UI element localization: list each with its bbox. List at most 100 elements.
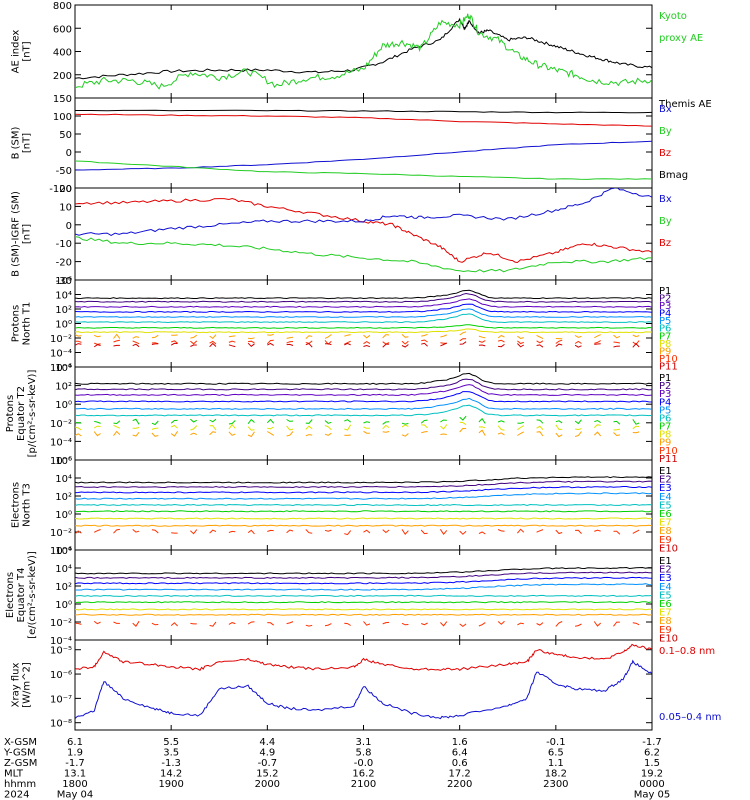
series-segment-p9 [93,334,101,338]
footer-value: 6.4 [452,748,468,759]
panel-data [75,643,652,720]
series-segment-p9 [344,334,351,337]
legend-entry: P2 [659,381,671,392]
series-segment-p7 [228,420,236,425]
series-line-p2 [75,292,652,303]
footer-value: 1900 [158,779,183,790]
series-segment-p9 [286,431,294,437]
series-segment-p9 [632,334,640,338]
footer-value: May 04 [57,790,94,800]
series-segment-p8 [575,428,582,431]
series-segment-e9 [363,529,371,534]
legend-entry: P4 [659,397,671,408]
series-line-kyoto-proxy-ae [75,13,652,90]
series-line-themis-ae [75,17,652,80]
series-segment-p11 [574,344,582,348]
y-axis-label: Xray flux [11,663,22,708]
y-tick-label: -100 [49,184,72,195]
series-segment-p10 [190,340,198,345]
panel-frame [74,549,653,641]
series-segment-p9 [132,431,140,437]
y-tick-label: 10⁻⁴ [50,349,72,360]
legend-entry: E4 [659,582,672,593]
series-segment-p7 [536,419,544,424]
series-segment-p9 [574,334,582,338]
legend-entry: E2 [659,475,672,486]
series-segment-p9 [497,334,505,339]
panel-data [75,566,652,628]
footer-value: May 05 [634,790,671,800]
series-segment-p10 [344,340,351,345]
series-segment-e9 [113,621,120,624]
series-line-p7 [75,324,652,329]
series-line-by [75,160,652,180]
footer-value: 6.2 [644,748,660,759]
series-segment-p9 [267,431,274,436]
series-segment-p8 [132,427,140,429]
series-segment-p8 [478,426,486,429]
series-segment-p10 [478,340,486,343]
y-axis-label: B (SM) [11,126,22,159]
y-tick-label: 10⁻⁶ [50,363,72,374]
y-tick-label: -50 [56,166,72,177]
series-line-e5 [75,594,652,597]
y-tick-label: 10⁰ [55,600,72,611]
series-segment-e9 [632,529,640,534]
series-segment-e9 [286,529,294,534]
series-segment-p7 [209,418,217,423]
panel-frame [74,187,653,281]
series-segment-p7 [190,418,198,423]
series-segment-p9 [324,334,332,339]
series-segment-e9 [324,529,332,532]
legend-entry: P5 [659,316,671,327]
series-segment-p11 [132,343,140,348]
series-segment-p7 [170,419,178,424]
y-axis-label: Protons [5,395,16,432]
series-segment-e9 [536,622,544,626]
series-segment-p10 [363,341,371,345]
y-tick-label: -30 [56,276,72,287]
y-tick-label: 10² [55,582,72,593]
series-line-e6 [75,601,652,604]
series-line-p2 [75,378,652,391]
legend-entry: P6 [659,324,671,335]
legend-entry: E8 [659,526,672,537]
series-segment-e9 [344,622,351,626]
footer-value: 4.9 [259,748,275,759]
footer-value: 16.2 [352,769,374,780]
footer-value: 1800 [62,779,87,790]
series-segment-e9 [247,529,255,535]
series-segment-e9 [382,529,390,534]
series-line-bz [75,113,652,127]
series-segment-e9 [517,528,525,534]
panel-frame [74,279,653,368]
series-segment-e9 [401,622,409,626]
series-line-bx [75,140,652,171]
series-segment-p10 [209,340,217,345]
series-segment-p9 [267,333,274,336]
series-segment-p9 [401,433,409,437]
series-segment-e9 [151,622,159,626]
series-line-p6 [75,404,652,417]
y-tick-label: 10⁻⁴ [50,636,72,647]
series-segment-p9 [209,431,217,436]
series-segment-p10 [171,340,178,344]
series-segment-p9 [382,431,390,433]
series-segment-p7 [151,420,159,426]
series-segment-p7 [497,420,505,423]
y-tick-label: 10⁻² [50,618,72,629]
footer-value: -1.7 [65,758,85,769]
legend-entry: E10 [659,633,678,644]
series-segment-p9 [440,334,447,338]
series-segment-e9 [247,621,255,625]
legend-entry: 0.05–0.4 nm [659,712,721,723]
series-segment-p8 [324,425,332,431]
series-segment-p9 [497,432,505,436]
series-segment-p7 [382,421,390,425]
series-segment-p11 [517,343,525,348]
series-line-by [75,236,652,273]
y-tick-label: 10⁻⁵ [50,646,72,657]
series-segment-p9 [478,429,486,436]
legend-entry: P4 [659,309,671,320]
series-segment-p10 [305,340,313,344]
